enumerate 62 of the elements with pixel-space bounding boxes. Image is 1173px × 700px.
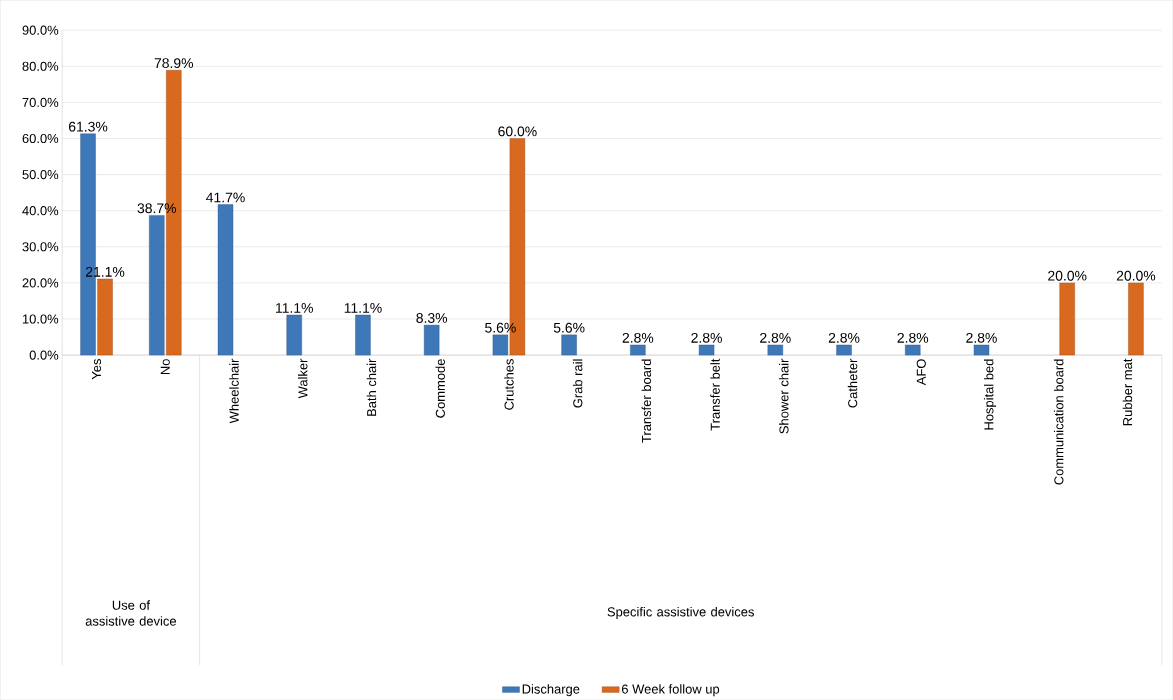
y-tick-label: 30.0% [22,242,59,252]
bar [630,344,646,356]
y-tick-label: 90.0% [22,25,59,35]
x-tick-label: Shower chair [779,358,789,434]
y-tick-label: 80.0% [22,61,59,71]
data-label: 78.9% [154,58,194,68]
data-label: 2.8% [760,332,791,343]
x-tick-label: Rubber mat [1122,358,1133,426]
data-label: 2.8% [622,332,654,343]
x-tick-label: AFO [916,359,926,386]
bar [286,314,302,356]
bar [423,324,440,356]
data-label: 8.3% [416,312,448,323]
bar [905,344,921,356]
x-tick-label: Communication board [1053,359,1064,485]
x-tick-label: Transfer board [641,359,652,443]
data-label: 2.8% [897,332,929,343]
bar [767,344,783,356]
x-tick-label: Transfer belt [710,358,720,431]
bar [1128,282,1144,356]
text: Use of assistive device [85,600,177,626]
x-tick-label: Wheelchair [229,358,239,424]
x-tick-label: Bath chair [366,358,377,416]
x-tick-label: Hospital bed [983,359,997,430]
legend-label: 6 Week follow up [621,684,720,697]
data-label: 41.7% [206,192,245,203]
y-tick-label: 60.0% [22,133,59,143]
y-tick-label: 70.0% [22,97,59,107]
bar [217,204,234,356]
legend-label: Discharge [522,684,580,697]
data-label: 2.8% [691,332,722,343]
data-label: 20.0% [1048,270,1087,281]
y-tick-label: 20.0% [22,278,59,288]
data-label: 60.0% [498,126,537,137]
bar [355,314,371,356]
data-label: 11.1% [276,302,313,313]
y-tick-label: 40.0% [22,206,59,216]
bar [561,334,577,356]
x-tick-label: Walker [297,358,308,399]
x-tick-label: Catheter [847,358,858,408]
y-tick-label: 50.0% [22,169,59,180]
y-tick-label: 10.0% [22,314,59,324]
data-label: 11.1% [344,302,382,313]
x-tick-label: No [160,359,170,375]
data-label: 2.8% [828,332,860,343]
data-label: 61.3% [68,121,108,132]
bar [973,344,990,356]
bar [149,215,165,356]
bar [698,344,715,356]
x-tick-label: Commode [435,359,445,418]
data-label: 2.8% [966,332,997,343]
y-tick-label: 0.0% [29,350,59,360]
x-tick-label: Yes [92,358,102,380]
data-label: 20.0% [1116,270,1156,281]
bar [1059,282,1075,356]
x-tick-label: Crutches [504,358,514,410]
bar [836,344,852,356]
x-tick-label: Grab rail [572,359,583,408]
bar [97,278,113,356]
bar [492,334,509,356]
data-label: 5.6% [553,322,585,333]
text: Specific assistive devices [607,606,754,619]
